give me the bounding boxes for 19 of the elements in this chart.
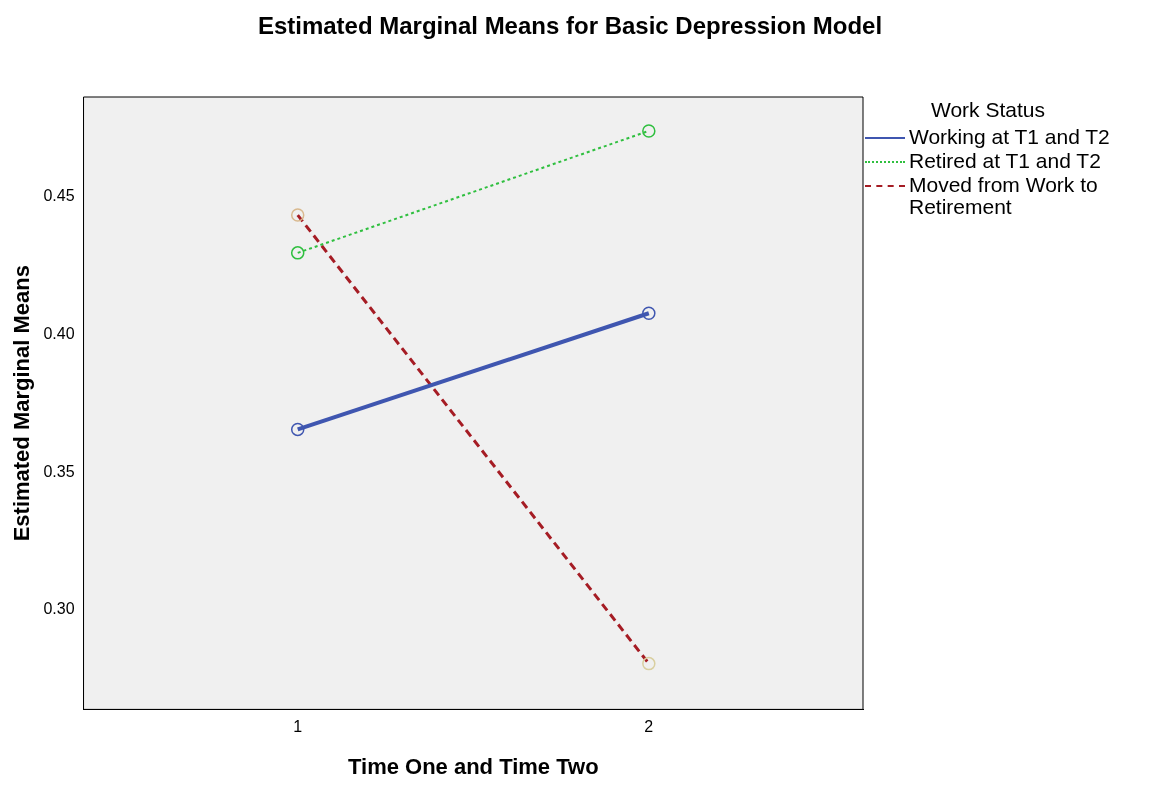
legend-title: Work Status xyxy=(930,98,1046,122)
point xyxy=(642,656,656,671)
point xyxy=(290,208,305,222)
x-tick-label: 2 xyxy=(644,718,654,736)
point xyxy=(642,124,656,138)
y-axis-title: Estimated Marginal Means xyxy=(9,265,35,542)
x-tick-label: 1 xyxy=(293,718,303,736)
legend-label: Retired at T1 and T2 xyxy=(909,149,1101,172)
point xyxy=(290,246,305,260)
chart-title: Estimated Marginal Means for Basic Depression Model xyxy=(256,12,884,40)
x-axis-title: Time One and Time Two xyxy=(347,753,599,779)
legend-label: Working at T1 and T2 xyxy=(909,125,1110,148)
y-tick-label: 0.40 xyxy=(43,324,75,342)
y-tick-label: 0.30 xyxy=(43,600,75,618)
legend-label: Moved from Work to Retirement xyxy=(909,173,1099,218)
y-tick-label: 0.45 xyxy=(43,186,75,204)
y-tick-label: 0.35 xyxy=(43,462,75,480)
point xyxy=(642,306,656,321)
point xyxy=(290,422,305,437)
